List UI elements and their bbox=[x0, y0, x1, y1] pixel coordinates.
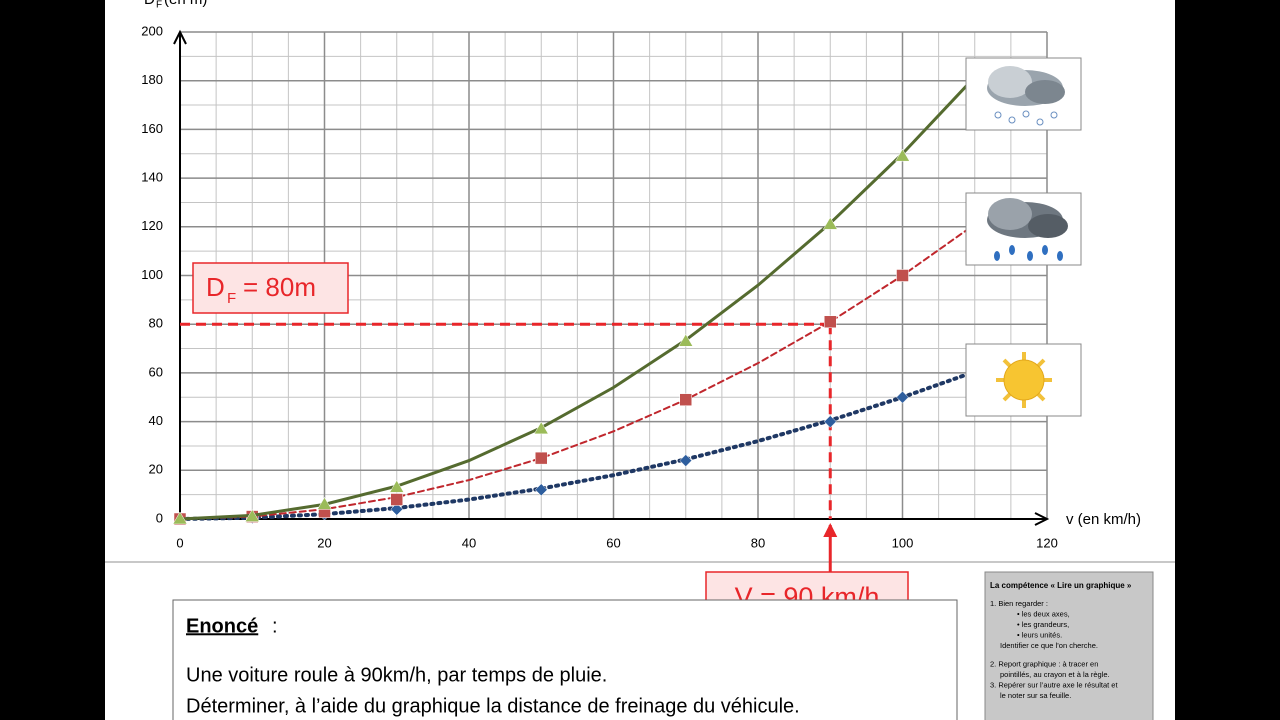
point bbox=[896, 390, 909, 404]
y-axis-label-unit: (en m) bbox=[164, 0, 207, 8]
sun-icon bbox=[965, 343, 1082, 417]
y-tick-label: 20 bbox=[149, 462, 163, 477]
trend-line bbox=[178, 75, 977, 521]
point bbox=[534, 483, 548, 497]
y-tick-label: 40 bbox=[149, 413, 163, 428]
y-axis-label-sub: F bbox=[156, 0, 162, 11]
x-tick-label: 100 bbox=[892, 535, 914, 550]
y-axis-label: D bbox=[144, 0, 155, 8]
point bbox=[679, 454, 693, 467]
point bbox=[679, 393, 692, 406]
point bbox=[390, 502, 404, 516]
point bbox=[389, 479, 405, 493]
y-tick-label: 80 bbox=[149, 316, 163, 331]
x-tick-label: 40 bbox=[462, 535, 476, 550]
y-tick-label: 140 bbox=[141, 170, 163, 185]
point bbox=[533, 421, 549, 435]
annotation-box bbox=[192, 262, 349, 314]
x-axis-arrow bbox=[1034, 512, 1050, 526]
snow-icon bbox=[965, 57, 1082, 131]
point bbox=[535, 451, 548, 465]
x-tick-label: 120 bbox=[1036, 535, 1058, 550]
y-tick-label: 180 bbox=[141, 72, 163, 87]
plot: 0 20 40 60 80 100 120 0 20 40 60 80 100 120 140 160 180 2… bbox=[141, 0, 1141, 625]
x-tick-label: 20 bbox=[317, 535, 331, 550]
y-tick-label: 0 bbox=[156, 510, 163, 525]
point bbox=[824, 315, 837, 329]
point bbox=[895, 148, 910, 162]
trend-line bbox=[179, 223, 976, 520]
y-tick-label: 60 bbox=[149, 364, 163, 379]
point bbox=[823, 415, 837, 428]
method-list: 1. Bien regarder :• les deux axes, • les … bbox=[990, 599, 1118, 700]
x-axis-label: v (en km/h) bbox=[1066, 511, 1141, 528]
y-tick-label: 100 bbox=[141, 267, 163, 282]
method-line: • les deux axes, bbox=[1017, 609, 1070, 618]
y-tick-label: 160 bbox=[141, 121, 163, 136]
y-axis-arrow bbox=[173, 29, 187, 45]
annotation-text: D bbox=[206, 272, 225, 302]
x-tick-label: 80 bbox=[751, 535, 765, 550]
point bbox=[896, 269, 909, 282]
trend-line bbox=[178, 369, 977, 521]
reading-arrowhead bbox=[823, 523, 838, 537]
method-line: 2. Report graphique : à tracer en bbox=[990, 659, 1098, 668]
x-tick-label: 60 bbox=[606, 535, 620, 550]
method-line: pointillés, au crayon et à la règle. bbox=[1000, 670, 1110, 679]
statement-box bbox=[172, 599, 958, 720]
statement-colon: : bbox=[272, 615, 278, 637]
annotation-text: = 80m bbox=[243, 272, 316, 302]
point bbox=[172, 511, 188, 525]
method-line: • les grandeurs, bbox=[1017, 620, 1069, 629]
rain-icon bbox=[965, 192, 1082, 266]
method-line: Identifier ce que l’on cherche. bbox=[1000, 641, 1098, 650]
statement-heading: Enoncé bbox=[186, 615, 258, 637]
statement-line: Une voiture roule à 90km/h, par temps de… bbox=[186, 664, 607, 686]
method-title: La compétence « Lire un graphique » bbox=[990, 581, 1132, 590]
x-tick-label: 0 bbox=[176, 535, 183, 550]
point bbox=[822, 216, 838, 230]
point bbox=[244, 509, 260, 522]
method-line: 1. Bien regarder : bbox=[990, 599, 1048, 608]
y-tick-label: 200 bbox=[141, 23, 163, 38]
annotation-text-sub: F bbox=[227, 290, 236, 307]
point bbox=[678, 333, 694, 347]
point bbox=[390, 493, 403, 506]
method-line: le noter sur sa feuille. bbox=[1000, 691, 1071, 700]
method-line: 3. Repérer sur l’autre axe le résultat e… bbox=[990, 680, 1118, 689]
method-box bbox=[984, 571, 1154, 720]
y-tick-label: 120 bbox=[141, 218, 163, 233]
statement-line: Déterminer, à l’aide du graphique la dis… bbox=[186, 695, 800, 717]
point bbox=[317, 496, 332, 510]
method-line: • leurs unités. bbox=[1017, 630, 1062, 639]
